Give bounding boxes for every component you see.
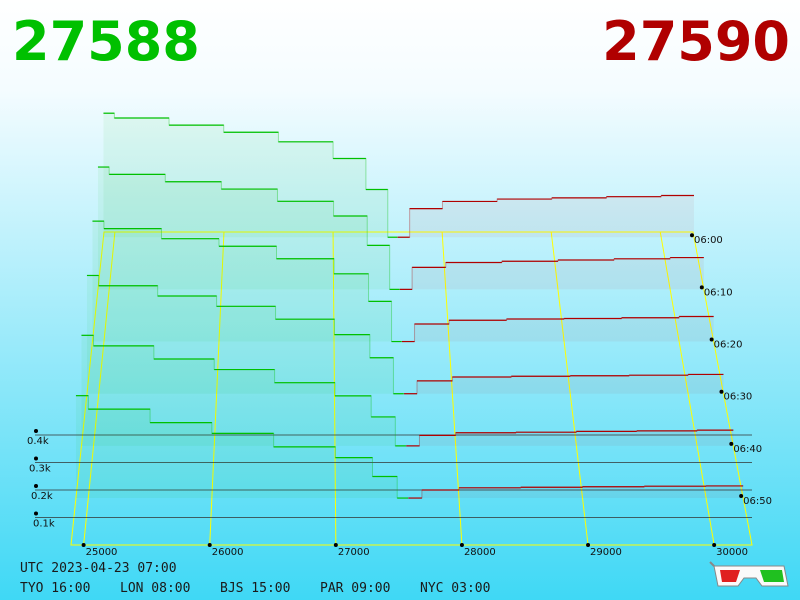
depth-tick-label: 0.3k [29, 464, 51, 475]
price-tick-label: 29000 [590, 547, 622, 558]
time-tick-label: 06:30 [723, 392, 752, 403]
clock: TYO 16:00 [20, 581, 90, 596]
price-grid-line [550, 231, 589, 546]
price-tick [712, 543, 717, 547]
bid-area [75, 395, 409, 499]
price-grid-line [83, 231, 116, 546]
clock: BJS 15:00 [220, 581, 290, 596]
time-tick-label: 06:00 [694, 235, 723, 246]
scene: 25000 26000 27000 28000 29000 30000 0.1k 0.2k 0.… [27, 112, 772, 558]
clock: LON 08:00 [120, 581, 190, 596]
price-tick [459, 543, 464, 547]
utc-time: UTC 2023-04-23 07:00 [20, 561, 177, 576]
price-tick [333, 543, 338, 547]
price-tick-label: 25000 [86, 547, 118, 558]
depth-tick-label: 0.2k [31, 491, 53, 502]
depth-tick [34, 456, 38, 461]
price-grid-line [209, 231, 225, 546]
time-tick [739, 494, 744, 499]
time-tick-label: 06:10 [704, 287, 733, 298]
bid-area [86, 275, 404, 394]
price-tick-label: 30000 [716, 547, 748, 558]
clock: PAR 09:00 [320, 581, 390, 596]
clock: NYC 03:00 [420, 581, 490, 596]
price-tick [81, 543, 86, 547]
depth-tick [34, 484, 38, 488]
ask-price: 27590 [602, 10, 790, 73]
price-grid-line [659, 231, 715, 546]
price-tick-label: 28000 [464, 547, 496, 558]
time-tick-label: 06:40 [733, 444, 762, 455]
price-tick [207, 543, 212, 547]
3d-glasses-icon [709, 561, 789, 587]
ask-area [406, 430, 734, 446]
time-tick [719, 389, 724, 394]
bid-area [81, 335, 406, 446]
price-tick [586, 543, 591, 547]
time-tick [689, 233, 694, 238]
price-grid-line [332, 231, 337, 546]
time-tick [699, 285, 704, 290]
price-tick-label: 26000 [212, 547, 244, 558]
time-tick-label: 06:50 [743, 496, 772, 507]
ask-area [408, 485, 744, 499]
depth-tick-label: 0.1k [33, 519, 55, 530]
price-tick-label: 27000 [338, 547, 370, 558]
clocks: TYO 16:00 LON 08:00 BJS 15:00 PAR 09:00 NYC … [20, 581, 490, 596]
time-tick [729, 441, 734, 446]
ask-area [397, 195, 694, 238]
depth-tick [34, 511, 38, 516]
ask-area [399, 257, 704, 290]
bid-area [92, 221, 402, 342]
bid-price: 27588 [12, 10, 200, 73]
floor [70, 231, 753, 546]
price-grid-line [441, 231, 463, 546]
depth-tick-label: 0.4k [27, 436, 49, 447]
time-tick-label: 06:20 [714, 340, 743, 351]
ask-area [404, 374, 724, 394]
time-tick [709, 337, 714, 342]
ask-area [401, 316, 714, 342]
depth-tick [34, 429, 38, 433]
bid-area [103, 113, 398, 238]
